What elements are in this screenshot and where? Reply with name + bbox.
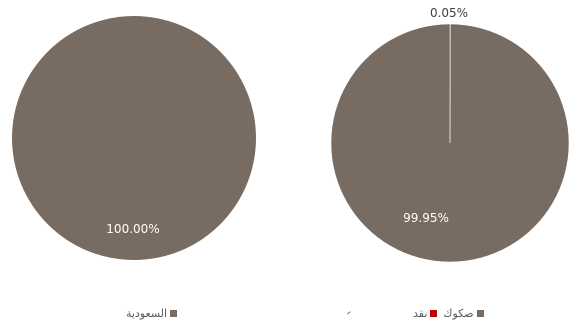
legend-swatch-sukuk [477,310,484,317]
legend-left: السعودية [120,306,177,320]
data-label-saudi: 100.00% [106,222,159,236]
legend-label-cash: نقد [413,307,427,320]
pie-slice-sukuk [331,24,569,262]
data-label-cash: 0.05% [430,6,468,20]
legend-swatch-cash [430,310,437,317]
legend-swatch-saudi [170,310,177,317]
data-label-sukuk: 99.95% [403,211,449,225]
legend-item-cash: نقد [413,307,437,320]
legend-right: صكوك نقد [407,306,484,320]
legend-label-saudi: السعودية [126,307,167,320]
legend-item-sukuk: صكوك [443,307,483,320]
legend-label-sukuk: صكوك [443,307,473,320]
legend-item-saudi: السعودية [126,307,177,320]
